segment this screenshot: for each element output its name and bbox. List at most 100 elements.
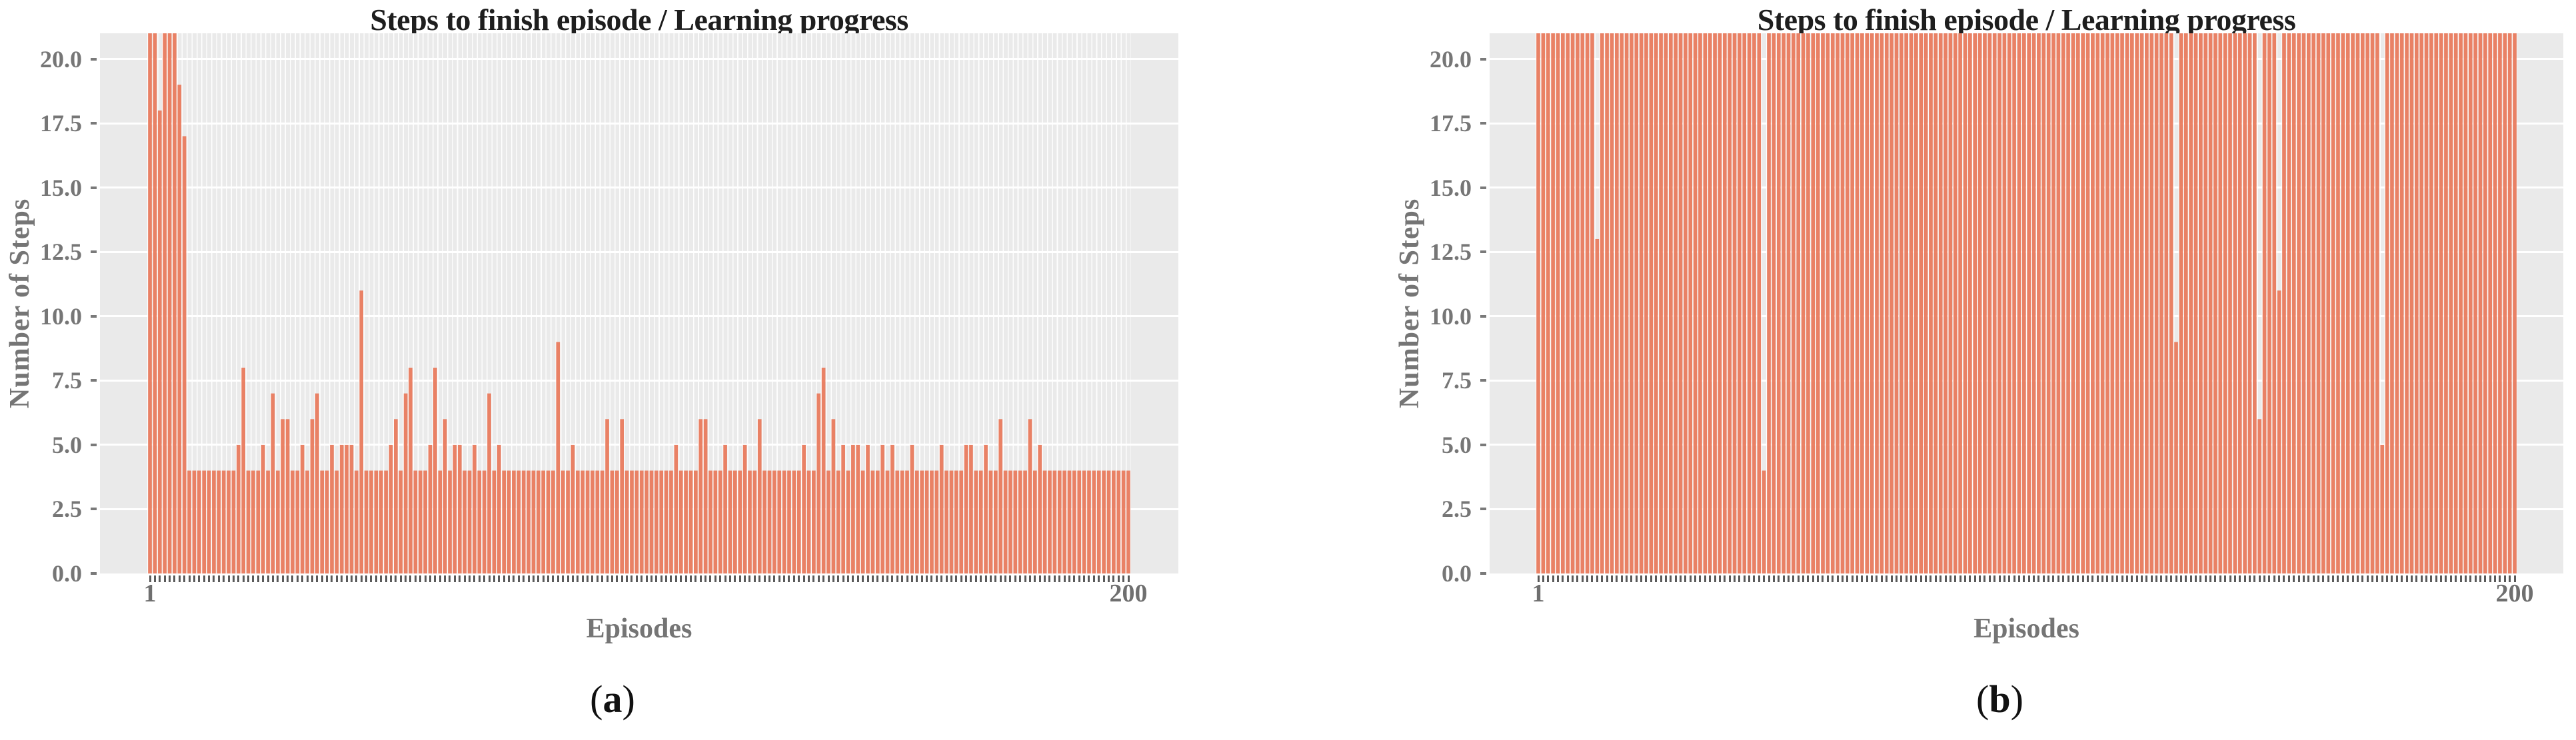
x-tick-mark — [2440, 575, 2443, 582]
x-tick-mark — [1778, 575, 1780, 582]
y-tick-label: 0.0 — [52, 560, 82, 587]
x-tick-mark — [989, 575, 992, 582]
x-tick-mark — [1028, 575, 1031, 582]
x-tick-mark — [444, 575, 447, 582]
y-tick-label: 10.0 — [1430, 302, 1472, 330]
bar — [1536, 33, 1540, 573]
bar — [339, 444, 344, 573]
bar — [197, 470, 201, 573]
x-tick-mark — [1078, 575, 1080, 582]
x-tick-mark — [542, 575, 545, 582]
x-tick-mark — [277, 575, 279, 582]
bar — [2424, 33, 2429, 573]
bar — [227, 470, 231, 573]
bar — [1644, 33, 1648, 573]
x-tick-mark — [262, 575, 265, 582]
bar — [413, 470, 418, 573]
x-tick-mark — [2307, 575, 2310, 582]
x-tick-mark — [1763, 575, 1766, 582]
bar — [1003, 470, 1008, 573]
y-tick-mark — [91, 186, 97, 189]
bar — [1821, 33, 1825, 573]
y-tick-label: 17.5 — [1430, 110, 1472, 137]
x-tick-mark — [198, 575, 201, 582]
bar — [1997, 33, 2001, 573]
bar — [836, 470, 840, 573]
x-tick-mark — [768, 575, 770, 582]
x-tick-mark — [2071, 575, 2074, 582]
plot-area — [100, 33, 1178, 573]
x-tick-mark — [670, 575, 672, 582]
x-tick-mark — [2179, 575, 2182, 582]
y-tick-mark — [91, 57, 97, 61]
bar — [723, 444, 727, 573]
y-tick-mark — [1480, 379, 1486, 382]
x-tick-mark — [2479, 575, 2481, 582]
x-tick-mark — [1068, 575, 1070, 582]
bar — [1630, 33, 1634, 573]
y-tick-mark — [1480, 122, 1486, 125]
bar — [1106, 470, 1111, 573]
x-tick-mark — [980, 575, 982, 582]
x-tick-mark — [2455, 575, 2457, 582]
bar — [1870, 33, 1874, 573]
bar — [207, 470, 211, 573]
x-tick-mark — [552, 575, 555, 582]
x-tick-mark — [1098, 575, 1100, 582]
bar — [630, 470, 634, 573]
x-tick-mark — [1792, 575, 1795, 582]
bar — [2007, 33, 2011, 573]
bar — [890, 444, 894, 573]
bar — [610, 470, 615, 573]
bar — [2149, 33, 2154, 573]
bar — [2493, 33, 2497, 573]
plot-area — [1490, 33, 2563, 573]
x-tick-mark — [291, 575, 294, 582]
bar — [2277, 290, 2281, 573]
bar — [1742, 33, 1747, 573]
x-tick-mark — [1866, 575, 1868, 582]
x-tick-mark — [1836, 575, 1839, 582]
bar — [1062, 470, 1066, 573]
x-tick-mark — [802, 575, 805, 582]
bar — [1914, 33, 1918, 573]
bar — [1757, 33, 1762, 573]
bar — [2037, 33, 2041, 573]
bar — [934, 470, 939, 573]
x-tick-mark — [459, 575, 461, 582]
x-tick-mark — [483, 575, 486, 582]
x-tick-mark — [399, 575, 402, 582]
bar — [2115, 33, 2119, 573]
bar — [310, 419, 315, 573]
bar — [2159, 33, 2163, 573]
x-tick-mark — [331, 575, 333, 582]
x-tick-mark — [1890, 575, 1893, 582]
x-tick-mark — [1088, 575, 1090, 582]
x-tick-mark — [2239, 575, 2241, 582]
bar — [2189, 33, 2193, 573]
x-tick-mark — [1886, 575, 1888, 582]
bar — [507, 470, 511, 573]
x-tick-mark — [935, 575, 938, 582]
x-tick-mark — [2469, 575, 2472, 582]
bar — [1560, 33, 1565, 573]
bar — [748, 470, 752, 573]
x-tick-mark — [684, 575, 687, 582]
y-tick-mark — [91, 122, 97, 125]
x-tick-mark — [886, 575, 889, 582]
x-tick-mark — [287, 575, 289, 582]
bar — [359, 290, 364, 573]
x-tick-mark — [940, 575, 943, 582]
bar — [2345, 33, 2350, 573]
y-tick-mark — [1480, 508, 1486, 511]
bar — [2301, 33, 2306, 573]
bar — [2488, 33, 2493, 573]
x-tick-mark — [2420, 575, 2423, 582]
bar — [1092, 470, 1096, 573]
bar — [1796, 33, 1800, 573]
x-tick-mark — [955, 575, 958, 582]
bar — [782, 470, 786, 573]
bar — [2139, 33, 2144, 573]
bar — [1840, 33, 1845, 573]
